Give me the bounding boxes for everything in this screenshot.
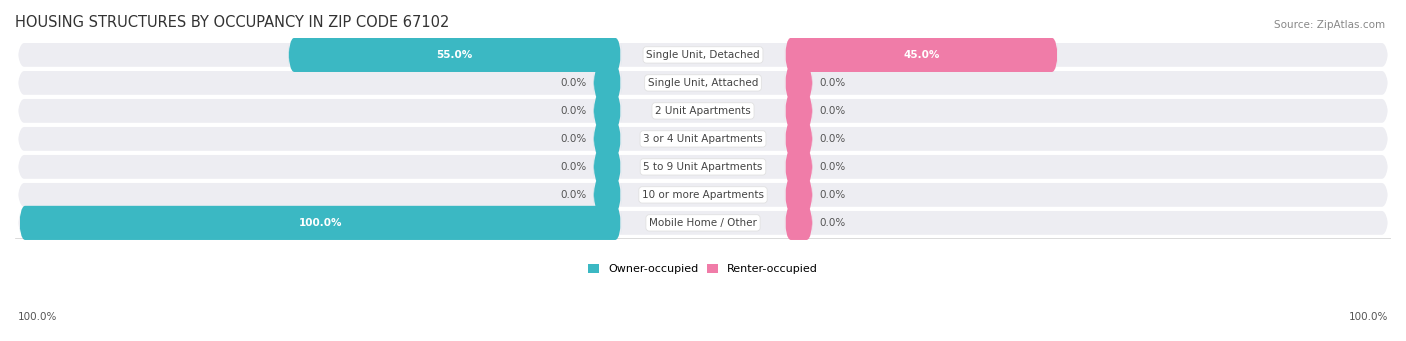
- Text: 10 or more Apartments: 10 or more Apartments: [643, 190, 763, 200]
- FancyBboxPatch shape: [15, 54, 1391, 112]
- Text: 0.0%: 0.0%: [560, 78, 586, 88]
- FancyBboxPatch shape: [15, 166, 1391, 224]
- FancyBboxPatch shape: [785, 178, 813, 212]
- FancyBboxPatch shape: [20, 206, 621, 240]
- FancyBboxPatch shape: [785, 94, 813, 128]
- FancyBboxPatch shape: [15, 194, 1391, 252]
- Text: 5 to 9 Unit Apartments: 5 to 9 Unit Apartments: [644, 162, 762, 172]
- FancyBboxPatch shape: [785, 66, 813, 100]
- Text: 0.0%: 0.0%: [560, 162, 586, 172]
- FancyBboxPatch shape: [593, 178, 621, 212]
- Text: Mobile Home / Other: Mobile Home / Other: [650, 218, 756, 228]
- Legend: Owner-occupied, Renter-occupied: Owner-occupied, Renter-occupied: [583, 259, 823, 279]
- FancyBboxPatch shape: [785, 122, 813, 156]
- FancyBboxPatch shape: [593, 66, 621, 100]
- Text: 0.0%: 0.0%: [820, 106, 846, 116]
- FancyBboxPatch shape: [785, 150, 813, 184]
- FancyBboxPatch shape: [785, 206, 813, 240]
- Text: Single Unit, Detached: Single Unit, Detached: [647, 50, 759, 60]
- Text: 0.0%: 0.0%: [820, 78, 846, 88]
- Text: 55.0%: 55.0%: [437, 50, 472, 60]
- Text: 100.0%: 100.0%: [1348, 312, 1388, 322]
- Text: 0.0%: 0.0%: [820, 218, 846, 228]
- Text: Single Unit, Attached: Single Unit, Attached: [648, 78, 758, 88]
- Text: 2 Unit Apartments: 2 Unit Apartments: [655, 106, 751, 116]
- FancyBboxPatch shape: [15, 82, 1391, 139]
- Text: 0.0%: 0.0%: [560, 190, 586, 200]
- Text: 0.0%: 0.0%: [560, 106, 586, 116]
- Text: 0.0%: 0.0%: [560, 134, 586, 144]
- FancyBboxPatch shape: [15, 26, 1391, 84]
- FancyBboxPatch shape: [593, 122, 621, 156]
- Text: 100.0%: 100.0%: [18, 312, 58, 322]
- Text: 0.0%: 0.0%: [820, 162, 846, 172]
- FancyBboxPatch shape: [288, 38, 621, 72]
- FancyBboxPatch shape: [785, 38, 1057, 72]
- Text: 0.0%: 0.0%: [820, 134, 846, 144]
- Text: 100.0%: 100.0%: [298, 218, 342, 228]
- Text: HOUSING STRUCTURES BY OCCUPANCY IN ZIP CODE 67102: HOUSING STRUCTURES BY OCCUPANCY IN ZIP C…: [15, 15, 450, 30]
- Text: 3 or 4 Unit Apartments: 3 or 4 Unit Apartments: [643, 134, 763, 144]
- Text: Source: ZipAtlas.com: Source: ZipAtlas.com: [1274, 20, 1385, 30]
- Text: 0.0%: 0.0%: [820, 190, 846, 200]
- FancyBboxPatch shape: [593, 94, 621, 128]
- FancyBboxPatch shape: [15, 138, 1391, 196]
- FancyBboxPatch shape: [15, 110, 1391, 167]
- Text: 45.0%: 45.0%: [903, 50, 939, 60]
- FancyBboxPatch shape: [593, 150, 621, 184]
